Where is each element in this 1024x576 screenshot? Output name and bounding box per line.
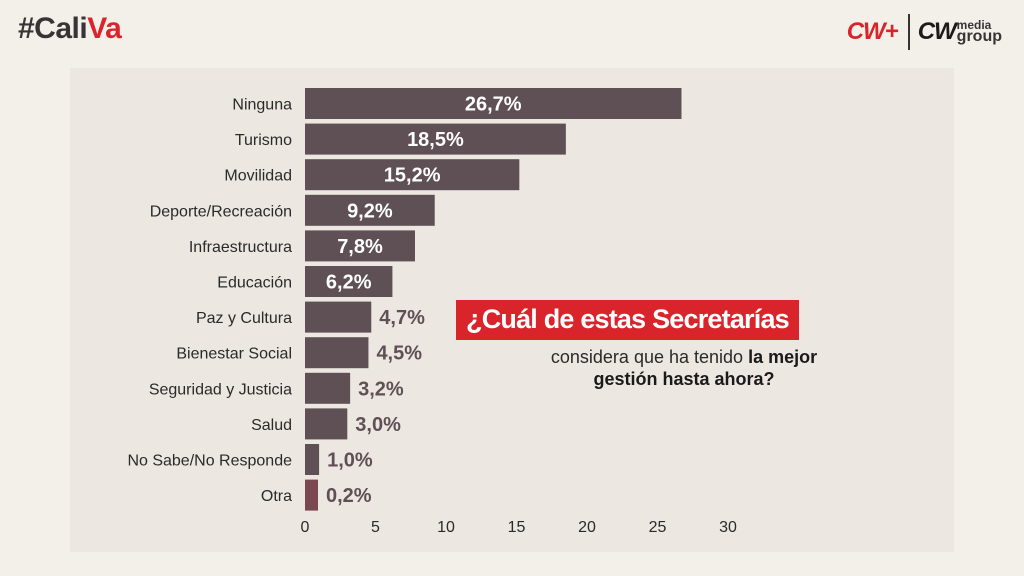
data-label: 6,2% <box>326 272 372 294</box>
data-label: 1,0% <box>327 450 373 472</box>
data-label: 3,2% <box>358 378 404 400</box>
question-sub-bold-1: la mejor <box>748 347 818 367</box>
cw-media-group-logo: CW <box>917 18 957 45</box>
logo-sub-media: media <box>956 18 992 33</box>
question-sub-bold-2: gestión hasta ahora? <box>593 369 775 389</box>
data-label: 18,5% <box>407 129 464 151</box>
hashtag-part-2: Va <box>87 12 122 45</box>
data-label: 15,2% <box>384 165 441 187</box>
question-title: ¿Cuál de estas Secretarías <box>456 300 799 340</box>
bar <box>305 444 320 475</box>
hashtag-part-1: #Cali <box>18 12 88 45</box>
x-tick-label: 5 <box>371 519 380 536</box>
x-tick-label: 0 <box>301 519 310 536</box>
data-label: 0,2% <box>326 485 372 507</box>
bar <box>305 479 318 511</box>
bar <box>305 408 348 440</box>
data-label: 7,8% <box>337 236 383 258</box>
bar <box>305 88 682 119</box>
data-label: 26,7% <box>465 94 522 116</box>
category-label: Paz y Cultura <box>196 310 292 327</box>
cw-plus-logo: CW+ <box>846 18 899 45</box>
bar <box>305 372 351 404</box>
logos: CW+ CW media group <box>847 12 1002 52</box>
x-tick-label: 25 <box>649 519 667 536</box>
category-label: Turismo <box>235 132 292 149</box>
bar <box>305 230 415 262</box>
category-label: Bienestar Social <box>176 346 292 363</box>
data-label: 3,0% <box>355 414 401 436</box>
question-sub-plain: considera que ha tenido <box>550 347 744 367</box>
hashtag-brand: #CaliVa <box>18 12 122 46</box>
x-tick-label: 30 <box>719 519 737 536</box>
category-label: Educación <box>217 275 292 292</box>
bar <box>305 337 369 369</box>
bar <box>305 159 520 191</box>
logo-divider <box>907 14 910 50</box>
category-label: Ninguna <box>232 97 292 114</box>
category-label: Salud <box>251 417 292 434</box>
bar <box>305 266 393 297</box>
x-tick-label: 15 <box>508 519 526 536</box>
category-label: No Sabe/No Responde <box>127 453 292 470</box>
data-label: 4,5% <box>376 343 422 365</box>
category-label: Deporte/Recreación <box>150 203 292 220</box>
category-label: Seguridad y Justicia <box>149 381 292 398</box>
x-tick-label: 10 <box>437 519 455 536</box>
bar <box>305 301 372 333</box>
category-label: Infraestructura <box>189 239 292 256</box>
category-label: Otra <box>261 488 292 505</box>
cw-logo-subtext: media group <box>956 18 1002 46</box>
logo-sub-group: group <box>956 28 1002 46</box>
data-label: 4,7% <box>379 307 425 329</box>
data-label: 9,2% <box>347 200 393 222</box>
bar <box>305 123 566 155</box>
category-label: Movilidad <box>224 168 292 185</box>
question-subtitle: considera que ha tenido la mejor gestión… <box>474 346 894 390</box>
x-tick-label: 20 <box>578 519 596 536</box>
bar <box>305 194 435 226</box>
